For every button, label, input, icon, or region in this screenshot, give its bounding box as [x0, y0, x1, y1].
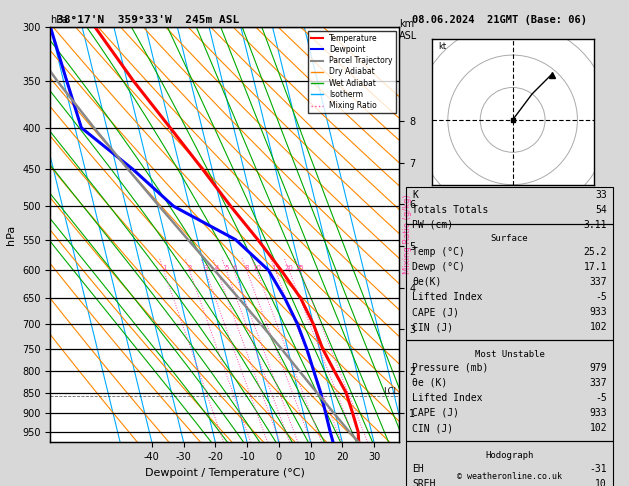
Text: K: K — [412, 190, 418, 200]
Text: 20: 20 — [285, 265, 294, 271]
Text: 337: 337 — [589, 378, 607, 388]
Text: 933: 933 — [589, 307, 607, 317]
Legend: Temperature, Dewpoint, Parcel Trajectory, Dry Adiabat, Wet Adiabat, Isotherm, Mi: Temperature, Dewpoint, Parcel Trajectory… — [308, 31, 396, 113]
Text: 102: 102 — [589, 423, 607, 433]
Text: 08.06.2024  21GMT (Base: 06): 08.06.2024 21GMT (Base: 06) — [412, 15, 587, 25]
Text: θe(K): θe(K) — [412, 277, 442, 287]
Text: EH: EH — [412, 464, 424, 474]
Text: 5: 5 — [225, 265, 229, 271]
Text: CIN (J): CIN (J) — [412, 423, 453, 433]
Text: hPa: hPa — [50, 15, 68, 25]
Text: Temp (°C): Temp (°C) — [412, 247, 465, 257]
Text: SREH: SREH — [412, 479, 435, 486]
Text: PW (cm): PW (cm) — [412, 220, 453, 230]
Text: 933: 933 — [589, 408, 607, 418]
Text: Totals Totals: Totals Totals — [412, 205, 488, 215]
Text: 337: 337 — [589, 277, 607, 287]
Text: Lifted Index: Lifted Index — [412, 393, 482, 403]
Text: 1: 1 — [162, 265, 166, 271]
Text: CIN (J): CIN (J) — [412, 322, 453, 332]
Text: Most Unstable: Most Unstable — [474, 350, 545, 359]
Text: Mixing Ratio (g/kg): Mixing Ratio (g/kg) — [403, 195, 412, 274]
Text: -5: -5 — [595, 393, 607, 403]
Text: 2: 2 — [187, 265, 192, 271]
Text: -31: -31 — [589, 464, 607, 474]
Text: 6: 6 — [232, 265, 237, 271]
Y-axis label: hPa: hPa — [6, 225, 16, 244]
Text: 10: 10 — [595, 479, 607, 486]
Text: 25: 25 — [296, 265, 304, 271]
Text: CAPE (J): CAPE (J) — [412, 307, 459, 317]
Text: Hodograph: Hodograph — [486, 451, 533, 460]
Text: 3.11: 3.11 — [584, 220, 607, 230]
X-axis label: Dewpoint / Temperature (°C): Dewpoint / Temperature (°C) — [145, 468, 305, 478]
Text: CAPE (J): CAPE (J) — [412, 408, 459, 418]
Text: 102: 102 — [589, 322, 607, 332]
Text: Dewp (°C): Dewp (°C) — [412, 262, 465, 272]
Text: 17.1: 17.1 — [584, 262, 607, 272]
Text: Pressure (mb): Pressure (mb) — [412, 363, 488, 373]
Text: 15: 15 — [271, 265, 280, 271]
Text: 54: 54 — [595, 205, 607, 215]
Text: 979: 979 — [589, 363, 607, 373]
Text: -5: -5 — [595, 292, 607, 302]
Text: 4: 4 — [215, 265, 220, 271]
Text: 8: 8 — [245, 265, 249, 271]
Text: Lifted Index: Lifted Index — [412, 292, 482, 302]
Text: © weatheronline.co.uk: © weatheronline.co.uk — [457, 472, 562, 481]
Text: 3: 3 — [203, 265, 208, 271]
Text: 33: 33 — [595, 190, 607, 200]
Text: 25.2: 25.2 — [584, 247, 607, 257]
Text: kt: kt — [438, 42, 446, 51]
Text: 10: 10 — [252, 265, 262, 271]
Text: LCL: LCL — [382, 387, 398, 396]
Text: θe (K): θe (K) — [412, 378, 447, 388]
Text: 38°17'N  359°33'W  245m ASL: 38°17'N 359°33'W 245m ASL — [57, 15, 239, 25]
Text: Surface: Surface — [491, 234, 528, 243]
Text: km
ASL: km ASL — [399, 19, 418, 41]
